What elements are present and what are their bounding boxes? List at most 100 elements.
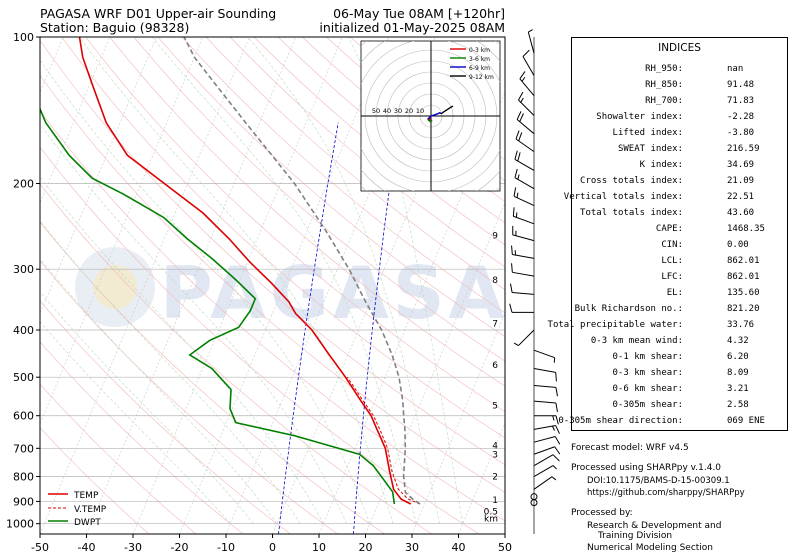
index-row: 0-3 km mean wind: 4.32	[572, 336, 787, 352]
hodograph-legend-label: 0-3 km	[469, 47, 490, 54]
moist-adiabat-line	[40, 258, 278, 524]
index-row: Total totals index: 43.60	[572, 208, 787, 224]
moist-adiabat-line	[79, 37, 394, 524]
index-label: 0-6 km shear:	[612, 384, 683, 394]
moist-adiabat-line	[40, 220, 301, 524]
index-value: -3.80	[727, 128, 755, 138]
isotherm-line	[365, 201, 505, 534]
profile-parcel-line	[183, 37, 421, 505]
index-value: 8.09	[727, 368, 749, 378]
wind-barb	[514, 168, 535, 190]
index-label: RH_700:	[645, 96, 683, 106]
index-row: 0-1 km shear: 6.20	[572, 352, 787, 368]
wind-barb	[511, 263, 535, 277]
index-label: CAPE:	[655, 224, 683, 234]
index-label: 0-305m shear direction:	[558, 416, 683, 426]
height-label: 8	[492, 276, 498, 286]
index-row: 0-305m shear direction: 069 ENE	[558, 416, 787, 432]
profile-lines	[40, 37, 421, 505]
watermark-text: PAGASA	[160, 251, 508, 335]
index-value: 069 ENE	[727, 416, 765, 426]
index-row: 0-3 km shear: 8.09	[572, 368, 787, 384]
isobar-gridlines	[40, 37, 505, 525]
index-row: RH_700: 71.83	[572, 96, 787, 112]
wind-barb	[533, 368, 557, 382]
wind-barb	[533, 435, 561, 445]
index-label: Bulk Richardson no.:	[574, 304, 683, 314]
indices-panel: INDICES RH_950: nan RH_850: 91.48 RH_700: 71.…	[548, 37, 788, 432]
index-label: Total totals index:	[580, 208, 683, 218]
wind-barb	[519, 71, 535, 97]
x-tick-label: -40	[78, 541, 96, 554]
index-row: LFC: 862.01	[572, 272, 787, 288]
watermark: PAGASA	[75, 247, 508, 335]
isotherm-line	[0, 37, 17, 534]
height-unit-label: km	[484, 514, 498, 524]
y-tick-label: 600	[13, 410, 34, 423]
wind-barb	[533, 400, 558, 413]
org-line-3: Numerical Modeling Section	[587, 543, 714, 553]
index-value: 4.32	[727, 336, 749, 346]
dry-adiabat-line	[40, 260, 338, 534]
hodograph-legend-label: 6-9 km	[469, 65, 490, 72]
isotherm-line	[179, 37, 390, 534]
index-label: Cross totals index:	[580, 176, 683, 186]
index-row: Total precipitable water: 33.76	[548, 320, 787, 336]
isotherm-line	[40, 37, 250, 534]
station-label: Station: Baguio (98328)	[40, 20, 190, 35]
index-value: -2.28	[727, 112, 755, 122]
y-tick-label: 900	[13, 495, 34, 508]
index-row: 0-305m shear: 2.58	[572, 400, 787, 416]
index-row: 0-6 km shear: 3.21	[572, 384, 787, 400]
isotherm-line	[411, 312, 505, 534]
index-row: RH_950: nan	[572, 64, 787, 80]
dry-adiabat-line	[40, 39, 505, 466]
height-label: 2	[492, 473, 498, 483]
index-label: CIN:	[661, 240, 683, 250]
wind-barb	[516, 111, 535, 135]
index-row: CIN: 0.00	[572, 240, 787, 256]
index-value: 3.21	[727, 384, 749, 394]
x-tick-label: -30	[124, 541, 142, 554]
wind-barb	[513, 187, 535, 207]
isotherm-line	[458, 422, 505, 534]
y-tick-label: 1000	[6, 518, 34, 531]
y-tick-label: 500	[13, 371, 34, 384]
x-tick-label: 10	[312, 541, 326, 554]
dry-adiabat-line	[133, 37, 505, 362]
wind-barb	[513, 329, 535, 347]
isotherm-line	[86, 37, 297, 534]
isotherm-line	[40, 37, 157, 314]
dry-adiabat-line	[40, 146, 480, 534]
dry-adiabat-line	[181, 37, 505, 314]
legend-label: TEMP	[73, 491, 99, 501]
hodograph-ring-label: 10	[416, 107, 424, 115]
index-value: 21.09	[727, 176, 755, 186]
isotherm-line	[132, 37, 343, 534]
height-label: 4	[492, 441, 498, 451]
org-line-2: Training Division	[598, 531, 673, 541]
index-row: Bulk Richardson no.: 821.20	[572, 304, 787, 320]
index-value: 33.76	[727, 320, 755, 330]
processed-using-label: Processed using SHARPpy v.1.4.0	[571, 463, 722, 473]
index-label: 0-305m shear:	[612, 400, 683, 410]
dry-adiabat-line	[40, 427, 150, 534]
index-value: nan	[727, 64, 744, 74]
wind-barb	[522, 49, 535, 76]
height-label: 5	[492, 402, 498, 412]
moist-adiabat-line	[151, 37, 417, 524]
index-label: Showalter index:	[596, 112, 683, 122]
isotherm-line	[40, 37, 64, 93]
hodograph-ring-label: 20	[405, 107, 413, 115]
index-row: Showalter index: -2.28	[572, 112, 787, 128]
index-row: EL: 135.60	[572, 288, 787, 304]
index-value: 22.51	[727, 192, 755, 202]
moist-adiabat-line	[40, 123, 347, 524]
index-label: K index:	[639, 160, 683, 170]
wind-barb	[509, 303, 534, 313]
hodograph-ring-label: 50	[372, 107, 380, 115]
valid-time-label: 06-May Tue 08AM [+120hr]	[333, 6, 505, 21]
index-value: 862.01	[727, 256, 760, 266]
index-label: 0-1 km shear:	[612, 352, 683, 362]
hodograph-ring-label: 30	[394, 107, 402, 115]
